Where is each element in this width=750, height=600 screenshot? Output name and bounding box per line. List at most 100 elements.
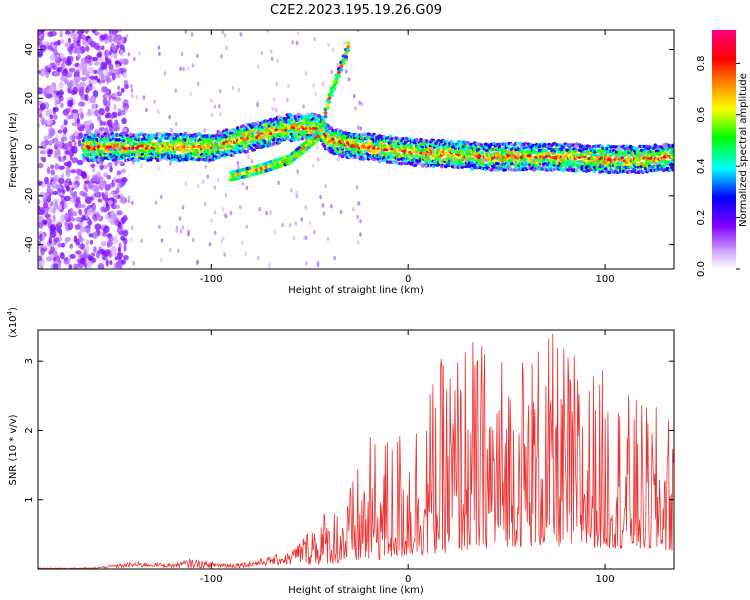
spectrogram-ridge-cell <box>643 166 648 170</box>
spectrogram-ridge-cell <box>230 138 234 142</box>
spectrogram-speckle <box>93 246 97 253</box>
spectrogram-axes: -100 0 100 -40 -20 0 20 40 <box>24 30 674 285</box>
spectrogram-ridge-cell <box>448 154 452 158</box>
spectrogram-ridge-cell <box>99 146 103 150</box>
spectrogram-speckle <box>93 69 98 74</box>
spectrogram-speckle <box>179 66 182 71</box>
spectrogram-ridge-cell <box>110 155 114 159</box>
spectrogram-ridge-cell <box>169 158 174 162</box>
spectrogram-speckle <box>56 66 63 73</box>
spectrogram-speckle <box>127 195 131 200</box>
spectrogram-speckle <box>69 243 74 249</box>
spectrogram-ridge-cell <box>376 157 381 161</box>
spectrogram-speckle <box>105 57 112 65</box>
spectrogram-speckle <box>187 232 190 237</box>
spectrogram-speckle <box>316 145 319 150</box>
spectrogram-speckle <box>359 219 362 224</box>
spectrogram-speckle <box>75 69 80 77</box>
spectrogram-speckle <box>113 176 117 185</box>
spectrogram-speckle <box>49 128 56 137</box>
spectrogram-speckle <box>308 220 312 226</box>
spectrogram-speckle <box>330 69 334 75</box>
spectrogram-ridge-cell <box>313 112 317 116</box>
spectrogram-speckle <box>87 66 95 74</box>
spectrogram-speckle <box>197 183 200 188</box>
spectrogram-speckle <box>89 95 97 104</box>
spectrogram-speckle <box>300 217 304 222</box>
spectrogram-speckle <box>202 179 205 184</box>
spectrogram-speckle <box>52 190 58 196</box>
snr-multiplier-base: (x10 <box>8 315 19 338</box>
spectrogram-speckle <box>46 166 51 175</box>
spectrogram-speckle <box>63 182 69 187</box>
snr-xtick-label: 100 <box>596 574 615 585</box>
spectrogram-speckle <box>78 101 86 107</box>
spectrogram-ridge-cell <box>464 145 469 149</box>
spectrogram-ridge-cell <box>671 163 674 167</box>
spectrogram-ridge-cell <box>224 128 229 132</box>
spectrogram-speckle <box>76 159 84 166</box>
spectrogram-speckle <box>59 30 63 38</box>
spectrogram-speckle <box>88 79 92 85</box>
spectrogram-ridge-cell <box>608 170 612 174</box>
spectrogram-speckle <box>123 243 127 252</box>
spectrogram-ridge-cell <box>172 150 177 154</box>
spectrogram-speckle <box>54 54 59 60</box>
spectrogram-speckle <box>86 111 92 117</box>
spectrogram-speckle <box>48 148 54 155</box>
spectrogram-speckle <box>104 70 110 77</box>
spectrogram-ridge-cell <box>605 147 609 151</box>
spectrogram-speckle <box>112 237 119 245</box>
spectrogram-speckle <box>39 191 45 198</box>
spectrogram-speckle <box>47 45 52 50</box>
spectrogram-ridge-cell <box>522 164 527 168</box>
spectrogram-speckle <box>79 243 85 250</box>
colorbar-label: Normalized spectral amplitude <box>738 73 749 227</box>
spectrogram-speckle <box>86 84 93 92</box>
spectrogram-speckle <box>288 223 292 228</box>
spectrogram-speckle <box>195 260 199 266</box>
spectrogram-branch-cell <box>332 83 337 88</box>
spectrogram-speckle <box>123 80 129 85</box>
spectrogram-speckle <box>71 122 79 127</box>
spectrogram-speckle <box>336 62 339 67</box>
spectrogram-speckle <box>38 260 42 269</box>
spectrogram-speckle <box>40 247 45 256</box>
spectrogram-speckle <box>219 89 222 94</box>
spectrogram-ridge-cell <box>89 132 94 136</box>
spectrogram-speckle <box>117 247 121 252</box>
spectrogram-speckle <box>181 225 184 230</box>
spectrogram-speckle <box>53 237 58 246</box>
spectrogram-ridge-cell <box>419 161 423 166</box>
snr-multiplier-close: ) <box>8 307 19 311</box>
spectrogram-speckle <box>86 119 93 125</box>
colorbar-tick-label: 0.4 <box>696 158 707 174</box>
spectrogram-speckle <box>339 209 343 215</box>
spectrogram-branch-cell <box>346 48 351 53</box>
spectrogram-ridge-cell <box>459 146 463 151</box>
spectrogram-speckle <box>331 47 335 52</box>
spectrogram-speckle <box>107 200 114 206</box>
spectrogram-speckle <box>132 261 135 266</box>
spectrogram-speckle <box>316 260 320 266</box>
spectrogram-speckle <box>114 97 122 102</box>
spectrogram-ridge-cell <box>601 150 605 154</box>
spectrogram-ridge-cell <box>430 146 434 150</box>
spectrogram-speckle <box>333 255 336 261</box>
spectrogram-ridge-cell <box>92 147 97 151</box>
spectrogram-ridge-cell <box>413 141 418 145</box>
spectrogram-speckle <box>127 52 131 57</box>
spectrogram-speckle <box>39 150 47 155</box>
spectrogram-speckle <box>269 210 272 215</box>
spectrogram-speckle <box>270 56 274 61</box>
spectrogram-speckle <box>74 202 80 208</box>
spectrogram-speckle <box>102 121 107 126</box>
spectrogram-speckle <box>40 142 46 148</box>
spectrogram-speckle <box>224 193 228 198</box>
spectrogram-speckle <box>40 35 45 41</box>
spectrogram-ridge-cell <box>632 168 637 172</box>
spectrogram-ridge-cell <box>142 140 146 144</box>
spectrogram-branch-cell <box>323 111 328 115</box>
spectrogram-ytick-label: -40 <box>24 236 35 252</box>
